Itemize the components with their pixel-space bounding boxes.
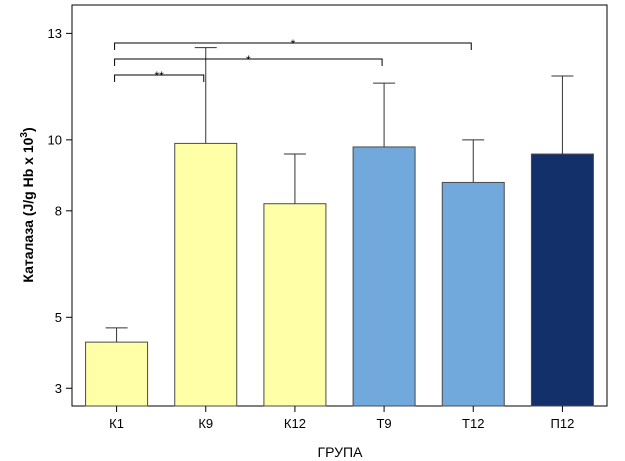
y-axis: 3 5 8 10 13 xyxy=(48,26,72,396)
significance-bracket xyxy=(114,74,205,82)
y-axis-title: Каталаза (J/g Hb x 103) xyxy=(19,127,36,282)
x-axis: К1 К9 К12 Т9 Т12 П12 xyxy=(109,406,574,431)
x-tick-label: П12 xyxy=(551,416,575,431)
y-tick-label: 10 xyxy=(48,132,62,147)
y-tick-label: 13 xyxy=(48,26,62,41)
bars-group xyxy=(85,142,594,407)
y-axis-title-close: ) xyxy=(20,127,36,132)
error-bars-group xyxy=(105,47,574,343)
bar xyxy=(174,142,238,407)
significance-bracket xyxy=(114,58,383,66)
significance-brackets: **** xyxy=(114,37,472,83)
x-tick-label: К12 xyxy=(284,416,306,431)
significance-label: * xyxy=(291,37,296,51)
x-axis-title: ГРУПА xyxy=(318,444,364,460)
x-tick-label: К1 xyxy=(109,416,124,431)
y-tick-label: 5 xyxy=(55,310,62,325)
significance-label: ** xyxy=(154,69,164,83)
y-tick-label: 8 xyxy=(55,203,62,218)
bar xyxy=(85,341,149,407)
y-axis-title-main: Каталаза (J/g Hb x 10 xyxy=(20,137,36,282)
bar xyxy=(352,146,416,407)
bar xyxy=(263,203,327,407)
x-tick-label: Т12 xyxy=(462,416,484,431)
bar xyxy=(441,181,505,407)
bar xyxy=(530,153,594,407)
plot-frame xyxy=(71,4,608,407)
y-axis-title-superscript: 3 xyxy=(19,132,30,138)
x-tick-label: Т9 xyxy=(376,416,391,431)
x-tick-label: К9 xyxy=(198,416,213,431)
y-tick-label: 3 xyxy=(55,381,62,396)
significance-label: * xyxy=(246,53,251,67)
significance-bracket xyxy=(114,42,472,50)
